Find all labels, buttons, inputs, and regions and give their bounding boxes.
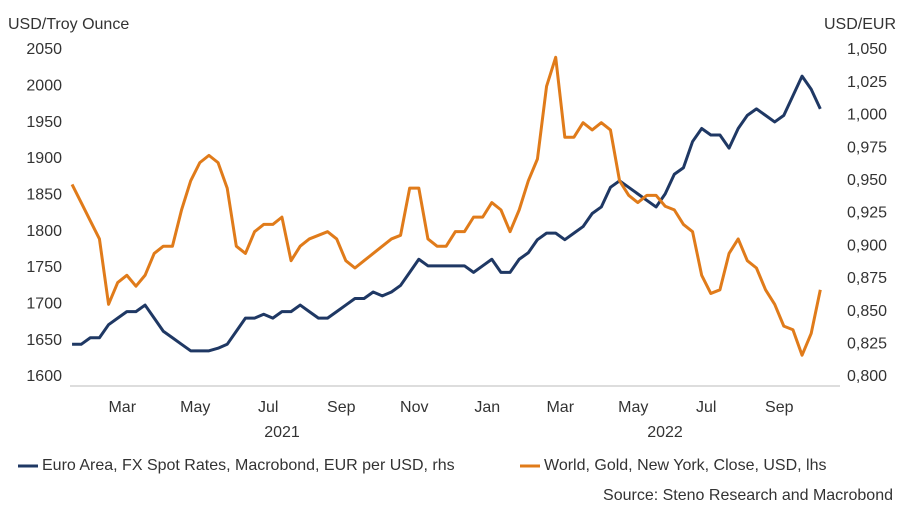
y-tick-label: 2000 [26, 78, 62, 95]
legend-label: World, Gold, New York, Close, USD, lhs [544, 457, 826, 474]
y2-tick-label: 1,025 [847, 74, 887, 91]
x-tick-label: Jan [474, 399, 500, 416]
y2-tick-label: 1,000 [847, 107, 887, 124]
x-tick-label: Mar [108, 399, 136, 416]
y-tick-label: 1900 [26, 150, 62, 167]
x-tick-label: May [180, 399, 210, 416]
y2-tick-label: 0,900 [847, 237, 887, 254]
source: Source: Steno Research and Macrobond [603, 487, 893, 504]
y-tick-label: 1950 [26, 114, 62, 131]
y-tick-label: 1800 [26, 223, 62, 240]
y-tick-label: 1750 [26, 259, 62, 276]
x-tick-label: Jul [258, 399, 278, 416]
y2-tick-label: 0,800 [847, 368, 887, 385]
y2-tick-label: 0,925 [847, 205, 887, 222]
x-tick-label: May [618, 399, 648, 416]
y-tick-label: 1850 [26, 187, 62, 204]
year-label: 2022 [647, 424, 683, 441]
year-label: 2021 [264, 424, 300, 441]
y2-tick-label: 1,050 [847, 41, 887, 58]
x-tick-label: Sep [327, 399, 356, 416]
y-axis-title: USD/Troy Ounce [8, 16, 129, 33]
x-tick-label: Mar [546, 399, 574, 416]
y2-tick-label: 0,975 [847, 139, 887, 156]
x-tick-label: Nov [400, 399, 428, 416]
y-tick-label: 1650 [26, 332, 62, 349]
y2-tick-label: 0,850 [847, 303, 887, 320]
legend-label: Euro Area, FX Spot Rates, Macrobond, EUR… [42, 457, 455, 474]
y2-tick-label: 0,825 [847, 336, 887, 353]
y2-tick-label: 0,950 [847, 172, 887, 189]
x-tick-label: Jul [696, 399, 716, 416]
series-line [72, 74, 822, 353]
series-line [70, 55, 822, 357]
y2-tick-label: 0,875 [847, 270, 887, 287]
y-tick-label: 1600 [26, 368, 62, 385]
y2-axis-title: USD/EUR [824, 16, 896, 33]
y-tick-label: 1700 [26, 296, 62, 313]
y-tick-label: 2050 [26, 41, 62, 58]
x-tick-label: Sep [765, 399, 794, 416]
